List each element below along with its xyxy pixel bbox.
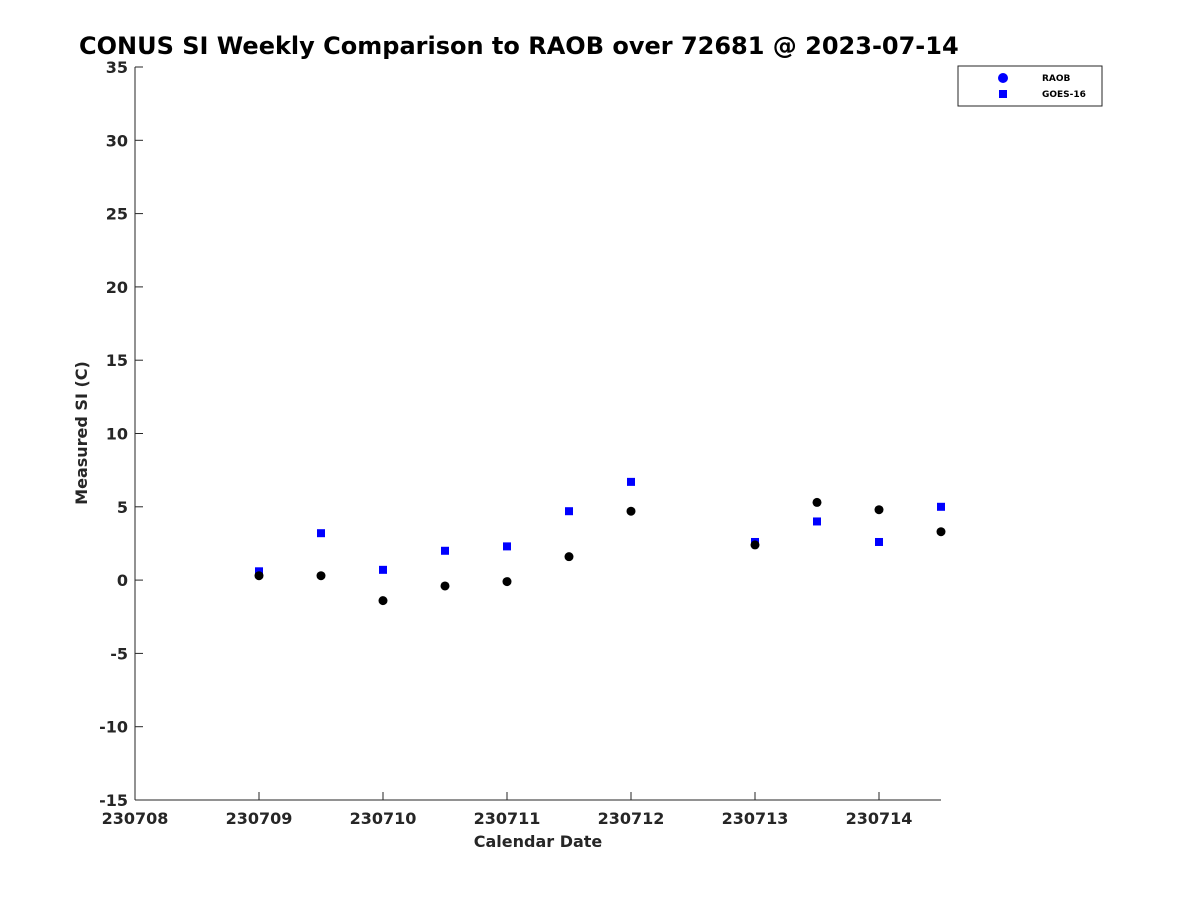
goes-16-point — [627, 477, 635, 486]
raob-point — [254, 571, 264, 581]
x-tick-label: 230712 — [598, 809, 665, 828]
raob-point — [378, 596, 388, 606]
raob-point — [812, 497, 822, 507]
x-tick-label: 230713 — [722, 809, 789, 828]
goes-16-point — [813, 517, 821, 526]
raob-point — [564, 552, 574, 562]
goes-16-point — [441, 546, 449, 555]
legend-goes16-marker — [999, 90, 1007, 98]
chart-title: CONUS SI Weekly Comparison to RAOB over … — [79, 32, 959, 60]
raob-point — [750, 540, 760, 550]
x-axis-label: Calendar Date — [474, 832, 603, 851]
raob-point — [626, 506, 636, 516]
goes-16-point — [875, 537, 883, 546]
raob-point — [502, 577, 512, 587]
x-tick-label: 230709 — [226, 809, 293, 828]
y-tick-label: -5 — [110, 644, 128, 663]
y-tick-label: 10 — [106, 425, 128, 444]
raob-point — [316, 571, 326, 581]
goes-16-point — [503, 542, 511, 551]
y-tick-label: 0 — [117, 571, 128, 590]
y-tick-label: -15 — [99, 791, 128, 810]
y-tick-label: 20 — [106, 278, 128, 297]
raob-point — [440, 581, 450, 591]
y-tick-label: -10 — [99, 718, 128, 737]
y-tick-label: 25 — [106, 205, 128, 224]
raob-point — [936, 527, 946, 537]
legend-goes16-label: GOES-16 — [1042, 90, 1086, 100]
x-axis-ticks: 230708 230709 230710 230711 230712 230713 2307… — [102, 792, 913, 828]
y-tick-label: 15 — [106, 351, 128, 370]
y-axis-ticks: -15 -10 -5 0 5 10 15 20 25 30 35 — [99, 58, 143, 810]
y-tick-label: 5 — [117, 498, 128, 517]
x-tick-label: 230708 — [102, 809, 169, 828]
goes-16-point — [317, 529, 325, 538]
legend-box — [957, 65, 1103, 107]
legend-raob-label: RAOB — [1042, 74, 1071, 84]
raob-point — [874, 505, 884, 515]
x-tick-label: 230711 — [474, 809, 541, 828]
goes-16-point — [937, 502, 945, 511]
y-axis-label: Measured SI (C) — [72, 361, 91, 505]
data-points — [254, 477, 946, 606]
goes-16-point — [379, 565, 387, 574]
x-tick-label: 230714 — [846, 809, 913, 828]
x-tick-label: 230710 — [350, 809, 417, 828]
y-tick-label: 35 — [106, 58, 128, 77]
legend: RAOB GOES-16 — [957, 65, 1103, 107]
goes-16-point — [565, 507, 573, 516]
y-tick-label: 30 — [106, 131, 128, 150]
plot-axes — [134, 67, 941, 801]
legend-raob-marker — [998, 73, 1008, 83]
